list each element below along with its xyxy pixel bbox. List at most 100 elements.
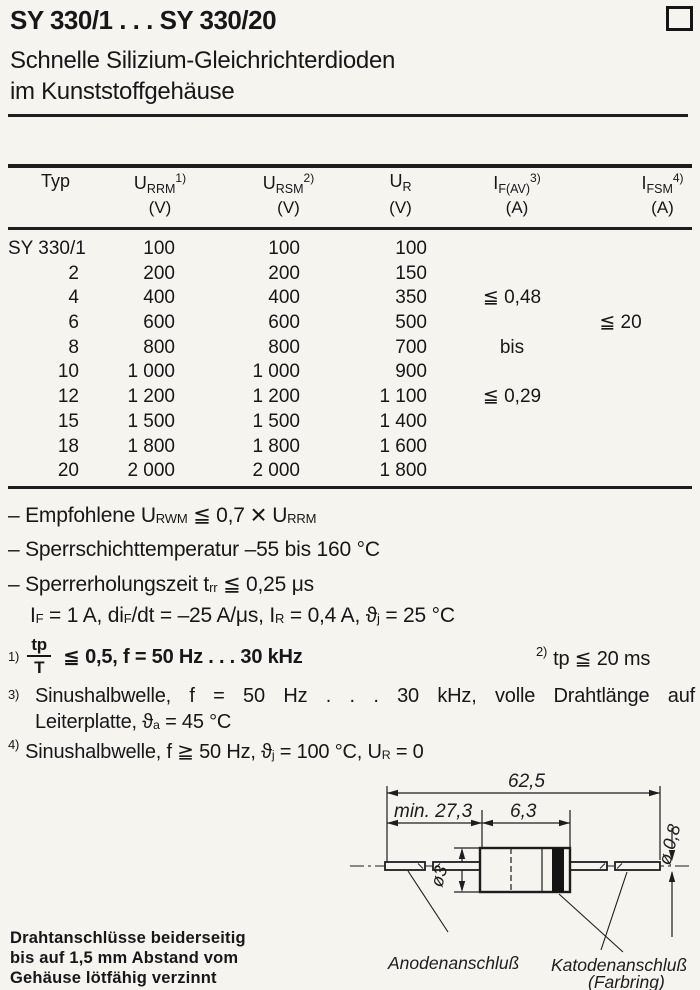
cell-urrm: 1 200 bbox=[127, 386, 175, 408]
cathode-lead-inner bbox=[569, 861, 608, 871]
table-row: 6 600 600 500 ≦ 20 bbox=[8, 311, 692, 336]
cell-ifsm bbox=[556, 286, 685, 311]
cell-typ: 4 bbox=[68, 287, 79, 309]
cell-typ: 15 bbox=[57, 410, 79, 432]
col-header-typ: Typ bbox=[40, 171, 70, 191]
cell-urrm: 1 000 bbox=[127, 361, 175, 383]
solder-note-line-2: bis auf 1,5 mm Abstand vom bbox=[10, 949, 239, 967]
anode-lead-outer bbox=[384, 861, 426, 871]
table-row: 4 400 400 350 ≦ 0,48 bbox=[8, 286, 692, 311]
table-body: SY 330/1 100 100 100 2 200 200 150 4 400… bbox=[8, 237, 692, 484]
cathode-band bbox=[552, 848, 564, 892]
dim-overall-length: 62,5 bbox=[508, 772, 545, 792]
col-header-urrm: URRM1) bbox=[133, 171, 187, 196]
anode-label: Anodenanschluß bbox=[387, 953, 519, 973]
table-bottom-rule bbox=[8, 486, 692, 489]
anode-leader-line bbox=[407, 870, 449, 933]
cell-ur: 900 bbox=[395, 361, 427, 383]
cell-ur: 700 bbox=[395, 336, 427, 358]
note-recovery-time: – Sperrerholungszeit trr ≦ 0,25 μs bbox=[8, 573, 314, 596]
cell-ursm: 2 000 bbox=[252, 460, 300, 482]
cell-ifsm bbox=[556, 459, 685, 484]
note-junction-temp: – Sperrschichttemperatur –55 bis 160 °C bbox=[8, 538, 380, 561]
col-unit-urrm: (V) bbox=[148, 198, 172, 217]
cathode-label: Katodenanschluß bbox=[551, 955, 687, 975]
table-row: 20 2 000 2 000 1 800 bbox=[8, 459, 692, 484]
col-unit-ifsm: (A) bbox=[651, 198, 674, 217]
package-outline-drawing: 62,5 min. 27,3 6,3 ø3 ø 0,8 Anodenanschl… bbox=[350, 772, 692, 990]
cell-ur: 1 600 bbox=[379, 435, 427, 457]
cell-typ: 10 bbox=[57, 361, 79, 383]
cell-ifav: ≦ 0,48 bbox=[482, 287, 542, 309]
cell-ursm: 1 000 bbox=[252, 361, 300, 383]
table-row: 8 800 800 700 bis bbox=[8, 336, 692, 361]
cell-ifav: ≦ 0,29 bbox=[482, 386, 542, 408]
solder-note-line-3: Gehäuse lötfähig verzinnt bbox=[10, 969, 217, 987]
cell-urrm: 800 bbox=[143, 336, 175, 358]
col-unit-ursm: (V) bbox=[277, 198, 300, 217]
cell-urrm: 200 bbox=[143, 262, 175, 284]
cell-urrm: 600 bbox=[143, 312, 175, 334]
cell-ur: 350 bbox=[395, 287, 427, 309]
cell-typ: 12 bbox=[57, 386, 79, 408]
cathode-leader-line-band bbox=[558, 893, 624, 953]
col-header-ursm: URSM2) bbox=[262, 171, 315, 196]
col-unit-typ bbox=[8, 197, 103, 223]
table-row: 12 1 200 1 200 1 100 ≦ 0,29 bbox=[8, 385, 692, 410]
col-header-ifav: IF(AV)3) bbox=[493, 171, 541, 196]
cathode-leader-line-lead bbox=[600, 871, 628, 951]
cell-urrm: 1 500 bbox=[127, 410, 175, 432]
cell-ifsm bbox=[556, 435, 685, 460]
table-row: 2 200 200 150 bbox=[8, 262, 692, 287]
footnote-3: 3) Sinushalbwelle, f = 50 Hz . . . 30 kH… bbox=[8, 685, 695, 733]
tp-over-T-fraction: tp T bbox=[27, 635, 52, 677]
page-title: SY 330/1 . . . SY 330/20 bbox=[10, 5, 277, 35]
note-test-conditions: IF = 1 A, diF/dt = –25 A/μs, IR = 0,4 A,… bbox=[30, 604, 455, 627]
cell-ursm: 200 bbox=[268, 262, 300, 284]
dim-wire-diameter: ø 0,8 bbox=[655, 822, 685, 867]
cell-ifsm: ≦ 20 bbox=[599, 312, 642, 334]
corner-marker-square bbox=[666, 6, 693, 31]
cell-ur: 500 bbox=[395, 312, 427, 334]
cell-ifsm bbox=[556, 410, 685, 435]
header-divider bbox=[8, 114, 688, 117]
cell-ifsm bbox=[556, 360, 685, 385]
cell-ur: 100 bbox=[395, 238, 427, 259]
cell-ursm: 800 bbox=[268, 336, 300, 358]
fraction-bar bbox=[27, 655, 52, 657]
subtitle-line-1: Schnelle Silizium-Gleichrichterdioden bbox=[10, 47, 396, 74]
cell-urrm: 2 000 bbox=[127, 460, 175, 482]
footnote-2: 2) tp ≦ 20 ms bbox=[536, 644, 651, 670]
cell-ifsm bbox=[556, 237, 685, 262]
note-urwm: – Empfohlene URWM ≦ 0,7 × URRM bbox=[8, 499, 317, 530]
col-unit-ur: (V) bbox=[389, 198, 412, 217]
table-top-rule bbox=[8, 164, 692, 168]
table-row: 15 1 500 1 500 1 400 bbox=[8, 410, 692, 435]
multiplication-x: × bbox=[250, 499, 267, 530]
subtitle-line-2: im Kunststoffgehäuse bbox=[10, 78, 235, 105]
dim-body-length: 6,3 bbox=[510, 801, 537, 822]
cell-ursm: 1 500 bbox=[252, 410, 300, 432]
solder-note-line-1: Drahtanschlüsse beiderseitig bbox=[10, 929, 246, 947]
cell-ur: 1 100 bbox=[379, 386, 427, 408]
cell-ursm: 100 bbox=[268, 238, 300, 259]
cell-ursm: 1 800 bbox=[252, 435, 300, 457]
cell-typ: 20 bbox=[57, 460, 79, 482]
cell-ur: 1 800 bbox=[379, 460, 427, 482]
cell-ur: 150 bbox=[395, 262, 427, 284]
cell-ifav: bis bbox=[499, 336, 525, 358]
cell-ur: 1 400 bbox=[379, 410, 427, 432]
cell-ursm: 400 bbox=[268, 287, 300, 309]
footnote-1: 1) tp T ≦ 0,5, f = 50 Hz . . . 30 kHz bbox=[8, 635, 303, 677]
cell-ifsm bbox=[556, 336, 685, 361]
col-header-ur: UR bbox=[389, 171, 412, 194]
footnote-4: 4) Sinushalbwelle, f ≧ 50 Hz, ϑj = 100 °C… bbox=[8, 737, 424, 763]
cell-ursm: 1 200 bbox=[252, 386, 300, 408]
cathode-lead-outer bbox=[614, 861, 661, 871]
cell-typ: SY 330/1 bbox=[8, 238, 86, 259]
cell-urrm: 1 800 bbox=[127, 435, 175, 457]
cathode-label-farbring: (Farbring) bbox=[588, 972, 665, 990]
dim-lead-min-length: min. 27,3 bbox=[394, 801, 473, 822]
cell-typ: 2 bbox=[68, 262, 79, 284]
